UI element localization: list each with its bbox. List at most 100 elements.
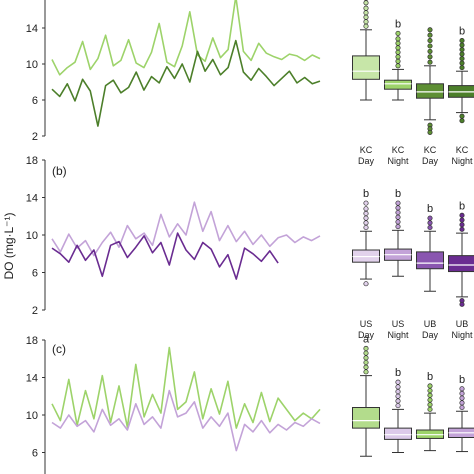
series-line-2 — [51, 232, 279, 280]
outlier-point — [395, 393, 401, 399]
outlier-point — [395, 209, 401, 216]
box-iqr — [416, 83, 444, 99]
outlier-point — [363, 345, 369, 351]
outlier-point — [459, 118, 465, 124]
outlier-point — [395, 63, 401, 69]
box-iqr — [384, 427, 412, 440]
outlier-point — [363, 359, 369, 366]
box-category-label: KC — [392, 145, 405, 155]
outlier-point — [427, 43, 433, 49]
box-category-sublabel: Day — [422, 156, 439, 166]
outlier-point — [427, 388, 433, 394]
outlier-point — [363, 369, 369, 375]
significance-letter: b — [395, 367, 401, 379]
panel-3: 6 10 14 18 (c) a b b b — [26, 333, 474, 474]
y-tick-label: 2 — [32, 131, 38, 143]
outlier-point — [363, 200, 369, 206]
significance-letter: b — [395, 18, 401, 30]
outlier-point — [395, 384, 401, 390]
boxplot-4: b — [448, 374, 474, 453]
outlier-point — [363, 19, 369, 25]
outlier-point — [459, 222, 465, 228]
series-line-1 — [51, 346, 321, 429]
outlier-point — [395, 205, 401, 211]
box-category-label: US — [392, 319, 405, 329]
box-category-sublabel: Night — [387, 156, 409, 166]
y-tick-label: 14 — [26, 193, 38, 205]
box-category-label: UB — [456, 319, 469, 329]
outlier-point — [363, 23, 369, 29]
outlier-point — [363, 14, 369, 20]
box-category-sublabel: Day — [422, 330, 439, 340]
y-tick-label: 18 — [26, 335, 38, 347]
box-category-label: UB — [424, 319, 437, 329]
significance-letter: b — [459, 26, 465, 38]
outlier-point — [459, 212, 465, 218]
panel-label: (b) — [52, 164, 67, 178]
panels: 261014KCDaybKCNightKCDaybKCNight26101418… — [26, 0, 474, 474]
outlier-point — [459, 390, 465, 396]
outlier-point — [363, 220, 369, 226]
significance-letter: b — [427, 371, 433, 383]
outlier-point — [427, 54, 433, 60]
series-line-2 — [51, 39, 321, 127]
y-tick-label: 10 — [26, 410, 38, 422]
outlier-point — [395, 54, 401, 60]
significance-letter: b — [427, 203, 433, 215]
boxplot-3: b — [416, 371, 444, 452]
outlier-point — [427, 48, 433, 54]
box-category-label: KC — [456, 145, 469, 155]
outlier-point — [395, 219, 401, 225]
box-category-label: US — [360, 319, 373, 329]
outlier-point — [459, 226, 465, 232]
outlier-point — [395, 224, 401, 230]
outlier-point — [459, 60, 465, 66]
y-tick-label: 18 — [26, 155, 38, 167]
y-tick-label: 6 — [32, 268, 38, 280]
box-iqr — [352, 55, 380, 80]
outlier-point — [363, 0, 369, 6]
outlier-point — [363, 206, 369, 212]
outlier-point — [427, 32, 433, 38]
outlier-point — [459, 395, 465, 401]
series-line-2 — [51, 389, 321, 452]
outlier-point — [363, 210, 369, 216]
outlier-point — [395, 379, 401, 385]
outlier-point — [459, 386, 465, 392]
outlier-point — [395, 58, 401, 64]
box-iqr — [352, 407, 380, 429]
significance-letter: b — [395, 188, 401, 200]
outlier-point — [395, 200, 401, 206]
outlier-point — [395, 389, 401, 395]
series-line-1 — [51, 0, 321, 76]
outlier-point — [459, 400, 465, 406]
box-category-label: KC — [424, 145, 437, 155]
outlier-point — [459, 47, 465, 53]
outlier-point — [427, 38, 433, 44]
outlier-point — [395, 49, 401, 55]
outlier-point — [427, 392, 433, 398]
outlier-point — [459, 51, 465, 57]
box-category-sublabel: Night — [451, 156, 473, 166]
outlier-point — [427, 383, 433, 389]
y-tick-label: 6 — [32, 448, 38, 460]
outlier-point — [363, 281, 369, 287]
outlier-point — [459, 301, 465, 307]
outlier-point — [395, 30, 401, 36]
box-iqr — [416, 251, 444, 270]
outlier-point — [395, 40, 401, 46]
outlier-point — [427, 397, 433, 403]
boxplot-2: b — [384, 367, 412, 453]
outlier-point — [459, 38, 465, 44]
outlier-point — [459, 404, 465, 411]
box-category-sublabel: Day — [358, 330, 375, 340]
outlier-point — [427, 215, 433, 221]
outlier-point — [395, 398, 401, 404]
significance-letter: b — [459, 200, 465, 212]
